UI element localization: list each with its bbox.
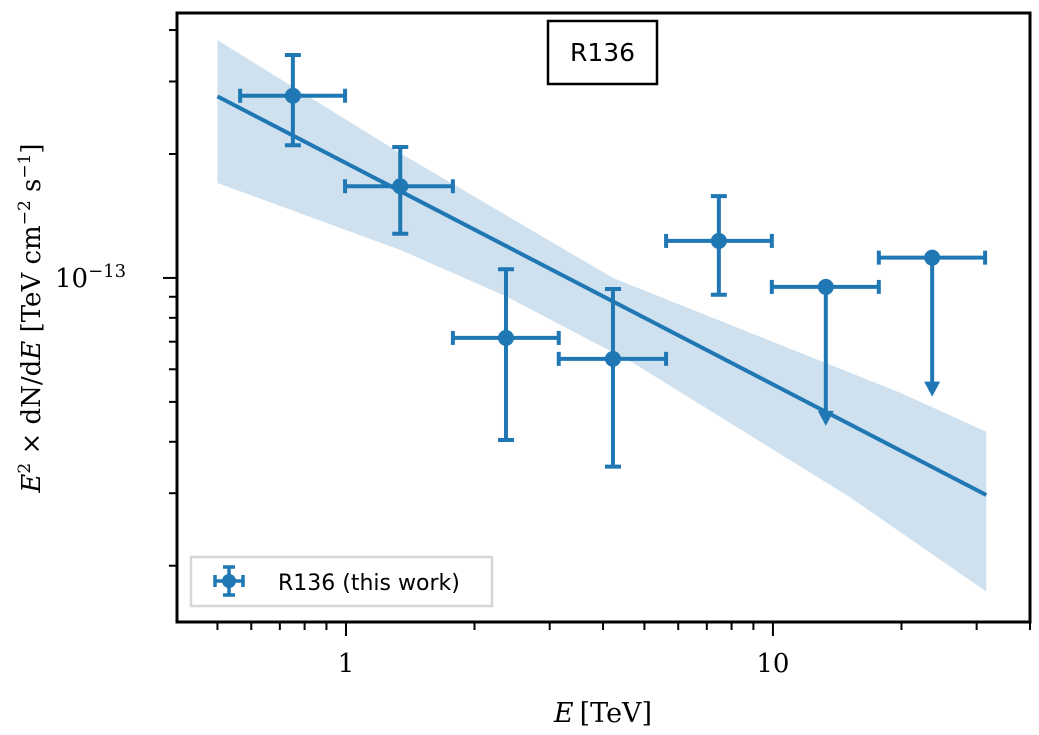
legend-label: R136 (this work) [278, 571, 460, 596]
data-marker [392, 178, 409, 195]
data-marker [497, 329, 514, 346]
x-axis-label-var: E [553, 698, 574, 729]
annotation-label: R136 [570, 38, 635, 67]
data-point-5 [664, 194, 774, 297]
x-axis-label: E [TeV] [553, 698, 652, 729]
data-marker [284, 87, 301, 104]
y-axis-label: E2 × dN/dE [TeV cm−2 s−1] [15, 143, 47, 493]
data-marker [924, 249, 941, 266]
model-line-layer [216, 94, 988, 497]
model-line [216, 94, 988, 497]
upper-limit-arrow-icon [817, 410, 834, 426]
data-marker [817, 278, 834, 295]
y-tick-label: 10−13 [55, 260, 126, 294]
data-point-7 [876, 249, 988, 397]
data-point-4 [556, 286, 669, 469]
upper-limit-arrow-icon [924, 381, 941, 397]
data-marker [710, 232, 727, 249]
data-point-6 [769, 278, 881, 426]
x-axis-label-unit: [TeV] [580, 698, 652, 729]
data-point-1 [238, 52, 348, 148]
data-points-layer [238, 52, 988, 469]
model-uncertainty-band-layer [217, 40, 987, 592]
legend: R136 (this work) [189, 555, 494, 608]
x-tick-label: 1 [338, 649, 355, 679]
x-tick-label: 10 [756, 649, 789, 679]
legend-marker [213, 565, 245, 597]
data-point-3 [450, 267, 561, 443]
data-marker [604, 350, 621, 367]
model-uncertainty-band [217, 40, 987, 592]
data-point-2 [343, 144, 455, 236]
axes-layer: 1 10 10−13 [55, 11, 1032, 679]
annotation-box: R136 [546, 19, 659, 86]
